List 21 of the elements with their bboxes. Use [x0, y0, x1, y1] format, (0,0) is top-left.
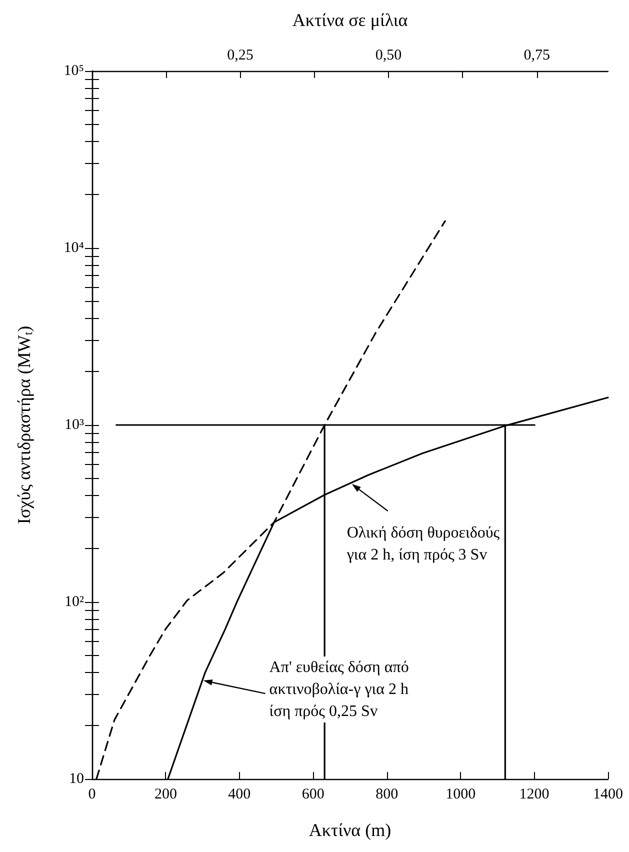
x-tick-label: 600: [302, 786, 324, 802]
x-tick-label: 400: [228, 786, 251, 802]
x-tick-label: 1000: [446, 786, 476, 802]
annotation: Απ' ευθείας δόση από ακτινοβολία-γ για 2 h ίση πρός 0,25 Sv: [269, 659, 409, 720]
y-axis-title: Ισχύς αντιδραστήρα (MWt): [14, 326, 35, 524]
y-tick-label: 10²: [64, 594, 84, 610]
x-tick-label: 200: [154, 786, 177, 802]
x2-tick-label: 0,25: [227, 48, 254, 64]
x-axis-title: Ακτίνα (m): [308, 820, 392, 840]
annotation: Ολική δόση θυροειδούς για 2 h, ίση πρός 3 Sv: [346, 524, 500, 564]
x-tick-label: 1200: [519, 786, 550, 802]
x2-axis-title: Ακτίνα σε μίλια: [292, 10, 408, 30]
y-tick-label: 10⁴: [64, 240, 84, 256]
x-tick-label: 800: [376, 786, 398, 802]
y-tick-label: 10⁵: [64, 63, 84, 79]
y-tick-label: 10³: [64, 417, 84, 433]
y-tick-label: 10: [69, 771, 84, 787]
x2-tick-label: 0,50: [375, 48, 402, 64]
x2-tick-label: 0,75: [524, 48, 550, 64]
x-tick-label: 0: [88, 786, 96, 802]
x-tick-label: 1400: [593, 786, 623, 802]
